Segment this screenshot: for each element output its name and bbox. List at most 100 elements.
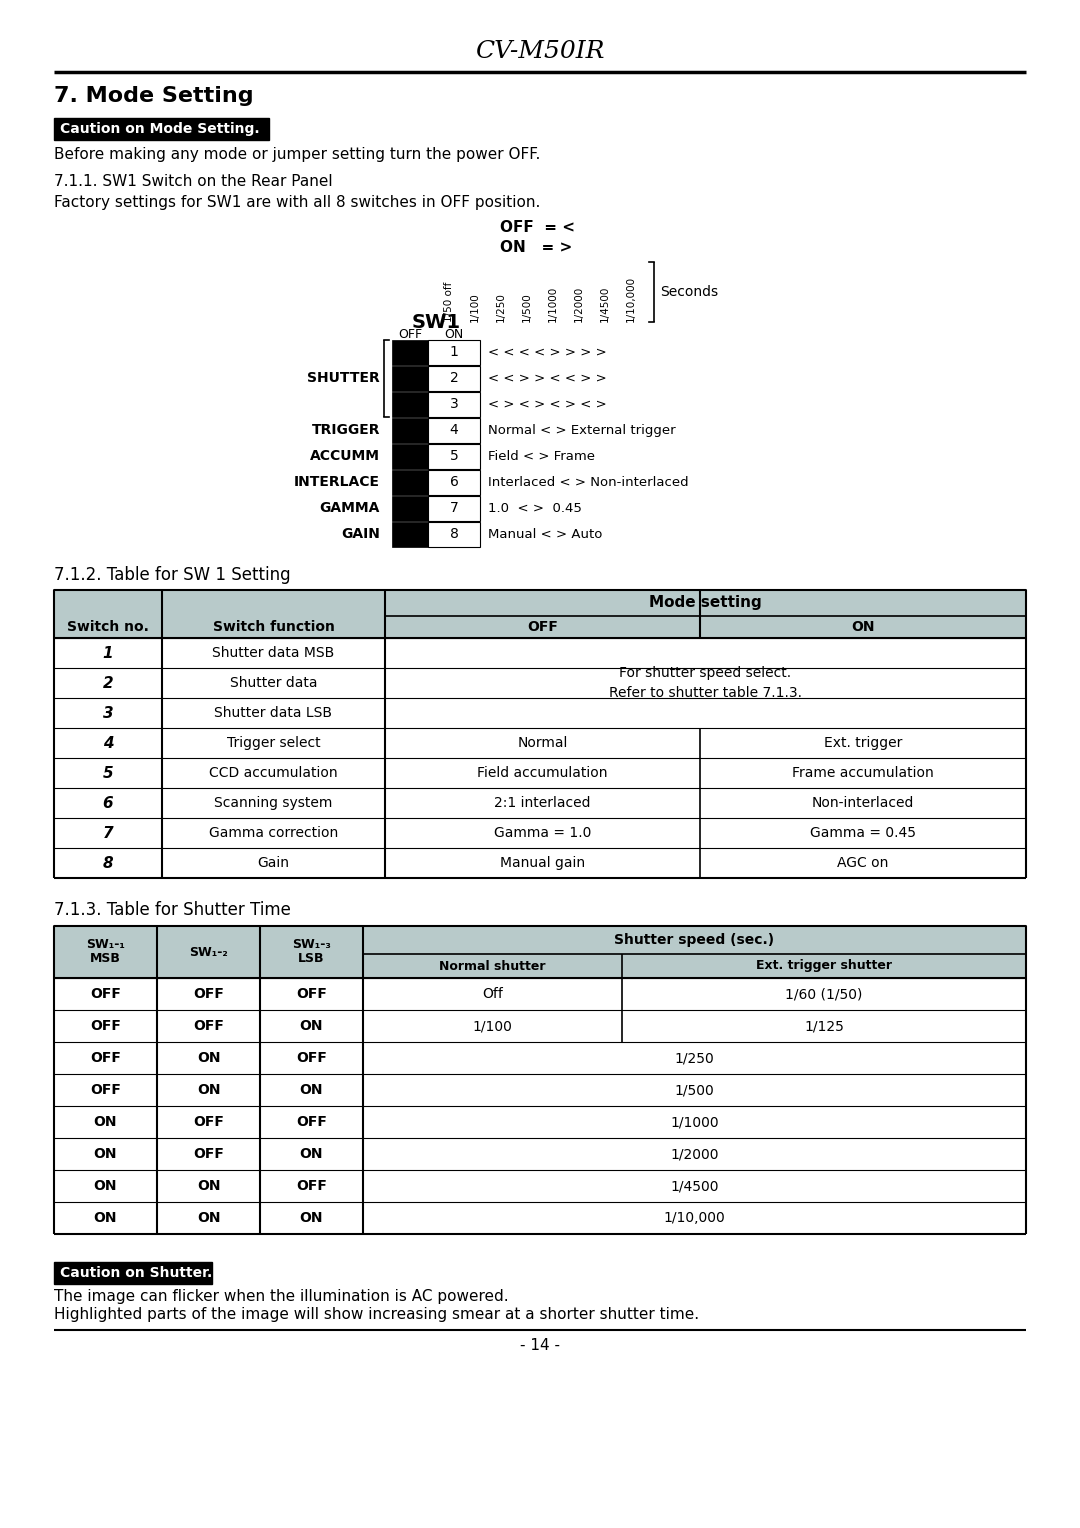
Bar <box>428 497 480 521</box>
Text: < < < < > > > >: < < < < > > > > <box>488 345 607 359</box>
Bar <box>392 367 428 391</box>
Text: LSB: LSB <box>298 952 325 966</box>
Bar <box>54 1074 1026 1106</box>
Bar <box>392 419 428 443</box>
Text: 1/100: 1/100 <box>470 292 480 322</box>
Text: ON: ON <box>197 1051 220 1065</box>
Text: Mode setting: Mode setting <box>649 596 761 611</box>
Text: 2: 2 <box>449 371 458 385</box>
Text: ON: ON <box>851 620 875 634</box>
Text: 1/10,000: 1/10,000 <box>663 1212 726 1225</box>
Text: 1/1000: 1/1000 <box>671 1115 719 1129</box>
Text: SW1: SW1 <box>411 313 460 332</box>
Text: Gamma correction: Gamma correction <box>208 827 338 840</box>
Text: 6: 6 <box>449 475 458 489</box>
Bar <box>428 471 480 495</box>
Text: Factory settings for SW1 are with all 8 switches in OFF position.: Factory settings for SW1 are with all 8 … <box>54 194 540 209</box>
Text: Interlaced < > Non-interlaced: Interlaced < > Non-interlaced <box>488 477 689 489</box>
Bar <box>428 445 480 469</box>
Text: SW₁-₂: SW₁-₂ <box>189 946 228 958</box>
Bar <box>392 445 428 469</box>
Bar <box>428 367 480 391</box>
Text: 1/2000: 1/2000 <box>671 1148 719 1161</box>
Text: Normal < > External trigger: Normal < > External trigger <box>488 423 676 437</box>
Text: 1: 1 <box>103 645 113 660</box>
Text: Shutter speed (sec.): Shutter speed (sec.) <box>615 934 774 947</box>
Text: Frame accumulation: Frame accumulation <box>792 766 934 779</box>
Text: Manual gain: Manual gain <box>500 856 585 869</box>
Text: OFF: OFF <box>296 987 327 1001</box>
Text: OFF: OFF <box>397 329 422 341</box>
Text: ON: ON <box>300 1083 323 1097</box>
Text: ON   = >: ON = > <box>500 240 572 255</box>
Text: Field < > Frame: Field < > Frame <box>488 451 595 463</box>
Text: OFF: OFF <box>527 620 558 634</box>
Text: ON: ON <box>197 1083 220 1097</box>
Text: 1/500: 1/500 <box>675 1083 714 1097</box>
Text: Gain: Gain <box>257 856 289 869</box>
Text: Shutter data: Shutter data <box>230 675 318 691</box>
Text: 1/10,000: 1/10,000 <box>626 277 636 322</box>
Bar <box>54 1262 212 1284</box>
Text: ON: ON <box>300 1212 323 1225</box>
Text: SHUTTER: SHUTTER <box>307 371 380 385</box>
Text: MSB: MSB <box>90 952 121 966</box>
Text: Scanning system: Scanning system <box>214 796 333 810</box>
Text: 7.1.2. Table for SW 1 Setting: 7.1.2. Table for SW 1 Setting <box>54 565 291 584</box>
Text: Caution on Mode Setting.: Caution on Mode Setting. <box>60 122 259 136</box>
Bar <box>54 639 1026 668</box>
Text: 1/250: 1/250 <box>675 1051 714 1065</box>
Text: Manual < > Auto: Manual < > Auto <box>488 529 603 541</box>
Text: 7.1.1. SW1 Switch on the Rear Panel: 7.1.1. SW1 Switch on the Rear Panel <box>54 174 333 189</box>
Text: OFF: OFF <box>193 1115 224 1129</box>
Text: OFF  = <: OFF = < <box>500 220 575 235</box>
Text: 1: 1 <box>449 345 458 359</box>
Bar <box>54 926 1026 978</box>
Bar <box>54 978 1026 1010</box>
Bar <box>54 727 1026 758</box>
Text: CCD accumulation: CCD accumulation <box>210 766 338 779</box>
Text: 2: 2 <box>103 675 113 691</box>
Text: 4: 4 <box>449 423 458 437</box>
Text: Non-interlaced: Non-interlaced <box>812 796 914 810</box>
Bar <box>428 419 480 443</box>
Bar <box>428 523 480 547</box>
Text: 7.1.3. Table for Shutter Time: 7.1.3. Table for Shutter Time <box>54 902 291 918</box>
Text: 8: 8 <box>449 527 458 541</box>
Text: 1.0  < >  0.45: 1.0 < > 0.45 <box>488 503 582 515</box>
Bar <box>54 1106 1026 1138</box>
Text: OFF: OFF <box>90 1083 121 1097</box>
Text: 7. Mode Setting: 7. Mode Setting <box>54 86 254 105</box>
Text: OFF: OFF <box>90 1019 121 1033</box>
Text: INTERLACE: INTERLACE <box>294 475 380 489</box>
Bar <box>54 1170 1026 1203</box>
Text: OFF: OFF <box>193 987 224 1001</box>
Text: 1/50 off: 1/50 off <box>444 281 454 322</box>
Text: Normal shutter: Normal shutter <box>440 960 545 972</box>
Text: < > < > < > < >: < > < > < > < > <box>488 397 607 411</box>
Bar <box>54 118 269 141</box>
Text: Field accumulation: Field accumulation <box>477 766 608 779</box>
Text: OFF: OFF <box>90 987 121 1001</box>
Text: 7: 7 <box>449 501 458 515</box>
Text: 1/4500: 1/4500 <box>671 1180 719 1193</box>
Text: Normal: Normal <box>517 736 568 750</box>
Text: ON: ON <box>94 1180 118 1193</box>
Text: OFF: OFF <box>193 1148 224 1161</box>
Text: ACCUMM: ACCUMM <box>310 449 380 463</box>
Text: 1/2000: 1/2000 <box>573 286 584 322</box>
Text: 5: 5 <box>449 449 458 463</box>
Bar <box>392 471 428 495</box>
Text: ON: ON <box>197 1180 220 1193</box>
Text: Shutter data LSB: Shutter data LSB <box>215 706 333 720</box>
Text: 1/125: 1/125 <box>805 1019 843 1033</box>
Text: 5: 5 <box>103 766 113 781</box>
Text: Ext. trigger: Ext. trigger <box>824 736 902 750</box>
Text: AGC on: AGC on <box>837 856 889 869</box>
Text: - 14 -: - 14 - <box>519 1339 561 1354</box>
Bar <box>54 817 1026 848</box>
Text: ON: ON <box>300 1148 323 1161</box>
Text: < < > > < < > >: < < > > < < > > <box>488 371 607 385</box>
Text: The image can flicker when the illumination is AC powered.: The image can flicker when the illuminat… <box>54 1288 509 1303</box>
Text: Gamma = 0.45: Gamma = 0.45 <box>810 827 916 840</box>
